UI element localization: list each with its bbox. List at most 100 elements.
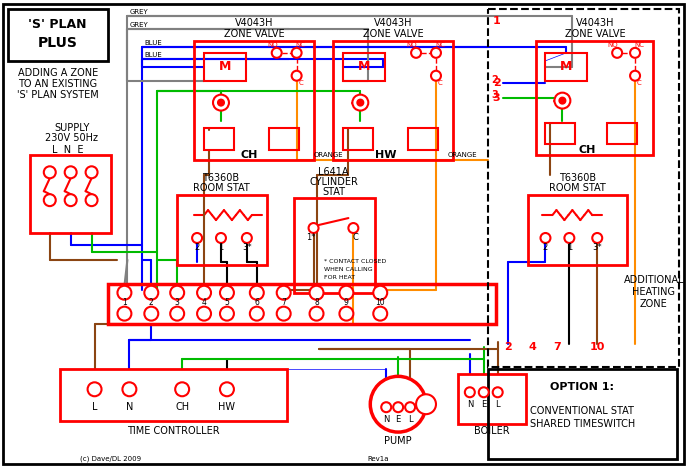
- Text: GREY: GREY: [130, 9, 148, 15]
- Text: ROOM STAT: ROOM STAT: [549, 183, 606, 193]
- Bar: [607, 123, 637, 145]
- Text: NO: NO: [407, 42, 417, 48]
- Text: 3*: 3*: [593, 243, 602, 252]
- Text: E: E: [395, 415, 401, 424]
- Text: L: L: [408, 415, 413, 424]
- Text: CONVENTIONAL STAT: CONVENTIONAL STAT: [531, 406, 634, 416]
- Circle shape: [213, 95, 229, 110]
- Text: TO AN EXISTING: TO AN EXISTING: [18, 79, 97, 89]
- Circle shape: [250, 286, 264, 300]
- Circle shape: [170, 286, 184, 300]
- Text: M: M: [219, 60, 231, 73]
- Bar: [60, 369, 286, 421]
- Circle shape: [216, 233, 226, 243]
- Circle shape: [339, 307, 353, 321]
- Text: SUPPLY: SUPPLY: [54, 124, 90, 133]
- Circle shape: [560, 98, 565, 103]
- Text: C: C: [298, 80, 303, 86]
- Text: 3: 3: [175, 298, 179, 307]
- Circle shape: [465, 388, 475, 397]
- Circle shape: [592, 233, 602, 243]
- Text: 5: 5: [224, 298, 229, 307]
- Text: CYLINDER: CYLINDER: [309, 177, 358, 187]
- Circle shape: [117, 307, 131, 321]
- Text: L: L: [495, 400, 500, 409]
- Text: WHEN CALLING: WHEN CALLING: [324, 267, 372, 272]
- Text: Rev1a: Rev1a: [368, 456, 389, 462]
- Text: ZONE: ZONE: [640, 299, 668, 309]
- Text: ADDING A ZONE: ADDING A ZONE: [18, 68, 98, 78]
- Text: NO: NO: [268, 42, 278, 48]
- Circle shape: [220, 286, 234, 300]
- Text: ORANGE: ORANGE: [448, 153, 477, 158]
- Text: ZONE VALVE: ZONE VALVE: [565, 29, 626, 39]
- Circle shape: [431, 48, 441, 58]
- Bar: [458, 374, 526, 424]
- Bar: [488, 369, 677, 459]
- Circle shape: [197, 307, 211, 321]
- Bar: [108, 284, 495, 323]
- Circle shape: [65, 194, 77, 206]
- Circle shape: [393, 402, 403, 412]
- Circle shape: [373, 286, 387, 300]
- Text: HW: HW: [219, 402, 235, 412]
- Text: T6360B: T6360B: [202, 173, 239, 183]
- Text: N: N: [126, 402, 133, 412]
- Circle shape: [373, 307, 387, 321]
- Text: 1: 1: [218, 243, 224, 252]
- Circle shape: [220, 382, 234, 396]
- Text: 2: 2: [493, 78, 500, 88]
- Text: M: M: [560, 60, 573, 73]
- Text: NC: NC: [435, 42, 445, 48]
- Text: STAT: STAT: [322, 187, 345, 197]
- Circle shape: [86, 194, 97, 206]
- Text: TIME CONTROLLER: TIME CONTROLLER: [127, 426, 219, 436]
- Text: T6360B: T6360B: [559, 173, 596, 183]
- Circle shape: [431, 71, 441, 80]
- Bar: [8, 9, 108, 61]
- Text: 3*: 3*: [242, 243, 252, 252]
- Text: L641A: L641A: [318, 167, 348, 177]
- Bar: [344, 53, 385, 80]
- Text: N: N: [466, 400, 473, 409]
- Circle shape: [479, 388, 489, 397]
- Text: 8: 8: [314, 298, 319, 307]
- Text: ADDITIONAL: ADDITIONAL: [624, 275, 684, 285]
- Bar: [488, 9, 679, 367]
- Circle shape: [197, 286, 211, 300]
- Circle shape: [220, 307, 234, 321]
- Circle shape: [144, 286, 158, 300]
- Text: 1: 1: [566, 243, 572, 252]
- Bar: [546, 123, 575, 145]
- Text: BOILER: BOILER: [474, 426, 509, 436]
- Circle shape: [277, 307, 290, 321]
- Text: PLUS: PLUS: [38, 36, 78, 50]
- Text: ZONE VALVE: ZONE VALVE: [224, 29, 284, 39]
- Text: 3: 3: [493, 93, 500, 102]
- Circle shape: [348, 223, 358, 233]
- Text: E: E: [481, 400, 486, 409]
- Text: 'S' PLAN: 'S' PLAN: [28, 18, 87, 31]
- Text: BLUE: BLUE: [144, 40, 162, 46]
- Circle shape: [382, 402, 391, 412]
- Bar: [177, 195, 267, 265]
- Text: 10: 10: [589, 343, 605, 352]
- Circle shape: [292, 48, 302, 58]
- Circle shape: [339, 286, 353, 300]
- Circle shape: [65, 166, 77, 178]
- Text: V4043H: V4043H: [374, 18, 413, 28]
- Bar: [194, 41, 313, 161]
- Circle shape: [242, 233, 252, 243]
- Text: 2: 2: [504, 343, 511, 352]
- Text: 2: 2: [195, 243, 199, 252]
- Circle shape: [612, 48, 622, 58]
- Circle shape: [192, 233, 202, 243]
- Text: SHARED TIMESWITCH: SHARED TIMESWITCH: [530, 419, 635, 429]
- Circle shape: [564, 233, 574, 243]
- Circle shape: [630, 71, 640, 80]
- Circle shape: [43, 166, 56, 178]
- Text: ORANGE: ORANGE: [313, 153, 343, 158]
- Bar: [344, 129, 373, 150]
- Circle shape: [272, 48, 282, 58]
- Circle shape: [308, 223, 319, 233]
